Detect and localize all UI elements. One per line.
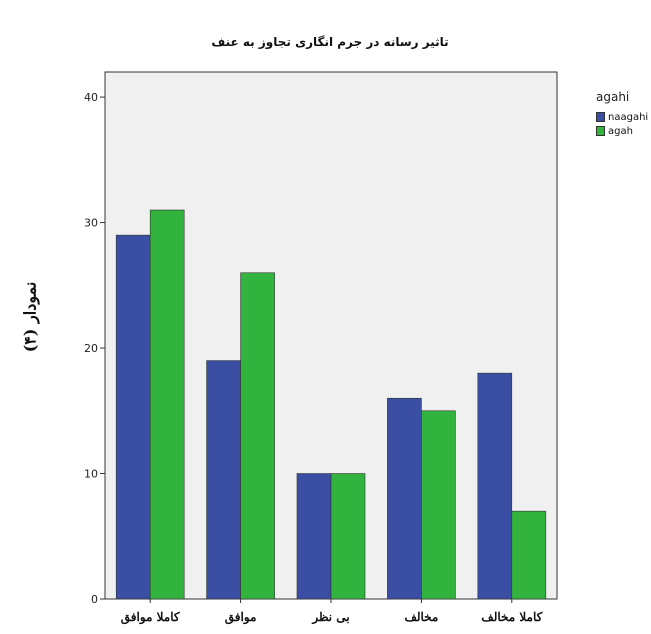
legend-item-agah: agah [596, 124, 648, 138]
y-tick-label: 0 [91, 593, 98, 606]
x-tick-label: بی نظر [311, 610, 349, 625]
bar-naagahi-3 [296, 473, 332, 600]
bar-naagahi-5 [477, 372, 513, 600]
legend-label-agah: agah [608, 125, 633, 137]
bars-group [115, 209, 547, 600]
bar-agah-5 [511, 510, 547, 600]
y-tick-label: 40 [84, 91, 98, 104]
legend-label-naagahi: naagahi [608, 111, 649, 123]
legend-swatch-naagahi [596, 112, 605, 122]
legend-item-naagahi: naagahi [596, 110, 648, 124]
x-axis: کاملا موافق موافق بی نظر مخالف کاملا مخالف [121, 599, 543, 625]
y-axis: 0 10 20 30 40 [84, 91, 105, 606]
legend-title: agahi [596, 90, 630, 104]
bar-agah-1 [149, 209, 185, 600]
x-tick-label: کاملا موافق [121, 610, 180, 625]
legend-swatch-agah [596, 126, 605, 136]
bar-naagahi-2 [206, 360, 241, 600]
bar-naagahi-4 [387, 397, 422, 600]
y-tick-label: 10 [84, 468, 98, 481]
bar-naagahi-1 [115, 234, 151, 600]
legend: agahi naagahi agah [596, 90, 648, 138]
bar-agah-3 [330, 473, 366, 600]
y-tick-label: 30 [84, 217, 98, 230]
chart-title: تاثیر رسانه در جرم انگاری تجاوز به عنف [211, 35, 448, 50]
bar-agah-4 [421, 410, 456, 600]
bar-agah-2 [240, 272, 275, 600]
x-tick-label: موافق [225, 610, 257, 625]
x-tick-label: کاملا مخالف [481, 610, 542, 624]
x-tick-label: مخالف [404, 610, 438, 624]
y-tick-label: 20 [84, 342, 98, 355]
